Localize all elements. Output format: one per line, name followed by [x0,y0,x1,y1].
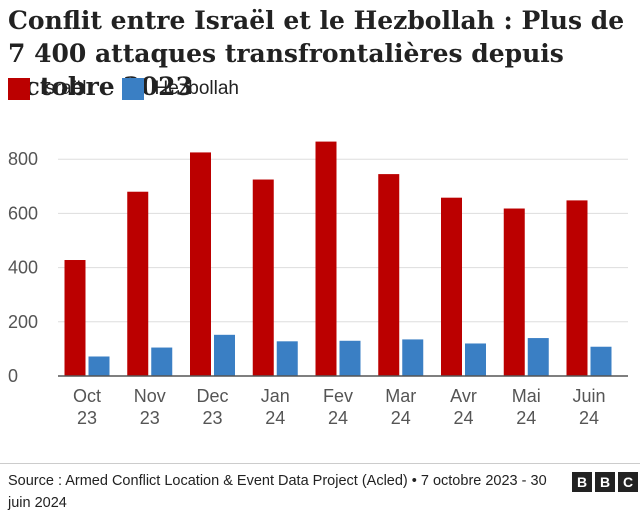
x-tick-label: 24 [265,408,285,428]
bar-hezbollah [214,334,235,376]
bbc-logo-letter: B [595,472,615,492]
bar-israel [566,200,588,376]
x-tick-label: 24 [516,408,536,428]
bar-israel [127,191,149,376]
x-tick-label: 23 [202,408,222,428]
bar-hezbollah [527,338,549,376]
bar-israel [503,208,525,376]
x-tick-label: Oct [73,386,101,406]
y-tick-label: 600 [8,203,38,223]
bar-hezbollah [402,339,424,376]
bar-chart: 0200400600800Oct23Nov23Dec23Jan24Fev24Ma… [8,141,628,428]
x-tick-label: Mai [512,386,541,406]
bar-hezbollah [465,343,486,376]
x-tick-label: 23 [77,408,97,428]
bar-hezbollah [151,347,173,376]
legend-swatch-israel [8,78,30,100]
y-tick-label: 800 [8,149,38,169]
x-tick-label: Dec [196,386,228,406]
legend-item-hezbollah: Hezbollah [122,78,239,100]
y-tick-label: 200 [8,312,38,332]
bar-israel [315,141,337,376]
x-tick-label: Juin [572,386,605,406]
x-tick-label: 23 [140,408,160,428]
bar-israel [252,179,274,376]
legend-label-israel: Israël [40,78,87,99]
legend-label-hezbollah: Hezbollah [154,78,239,99]
bar-israel [190,152,211,376]
y-tick-label: 0 [8,366,18,386]
bbc-logo-letter: C [618,472,638,492]
x-tick-label: 24 [579,408,599,428]
x-tick-label: Jan [261,386,290,406]
bar-hezbollah [88,356,110,376]
bar-hezbollah [339,340,361,376]
bar-israel [441,197,462,376]
x-tick-label: Avr [450,386,477,406]
footer-divider [0,463,640,464]
source-note: Source : Armed Conflict Location & Event… [8,473,547,511]
bar-israel [64,260,86,376]
x-tick-label: Mar [385,386,416,406]
x-tick-label: 24 [391,408,411,428]
x-tick-label: Nov [134,386,166,406]
bar-hezbollah [276,341,298,376]
bbc-logo-letter: B [572,472,592,492]
x-tick-label: 24 [328,408,348,428]
legend-item-israel: Israël [8,78,86,100]
chart-title: Conflit entre Israël et le Hezbollah : P… [8,6,625,101]
x-tick-label: Fev [323,386,353,406]
bar-hezbollah [590,346,612,376]
y-tick-label: 400 [8,258,38,278]
legend: Israël Hezbollah [8,78,275,100]
legend-swatch-hezbollah [122,78,145,100]
x-tick-label: 24 [453,408,473,428]
bbc-logo: B B C [572,472,640,492]
bar-israel [378,174,400,376]
